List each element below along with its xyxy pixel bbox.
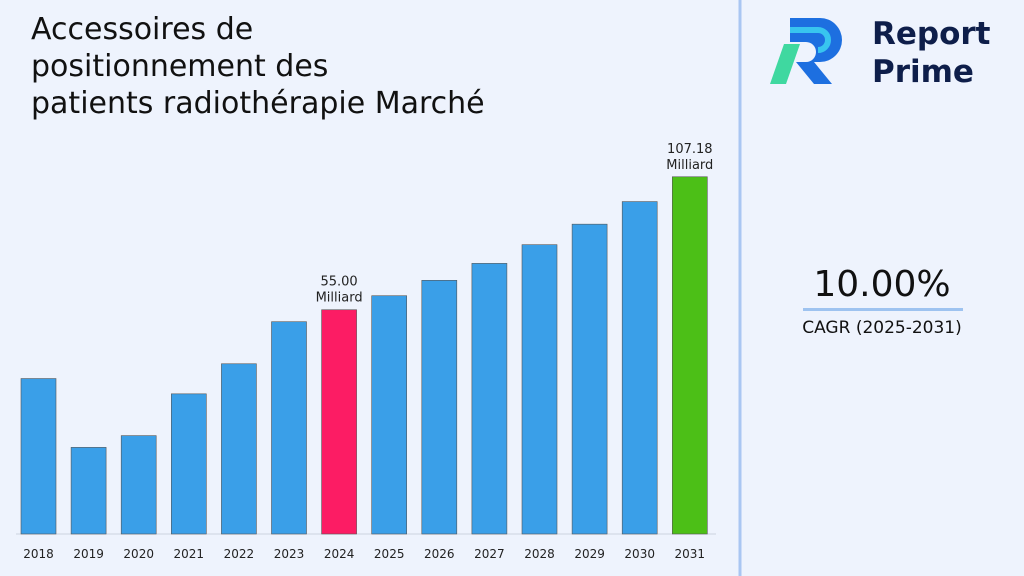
x-tick-label: 2031 bbox=[675, 547, 706, 561]
chart-title: Accessoires de bbox=[31, 12, 253, 47]
logo-text: Prime bbox=[872, 54, 974, 90]
x-tick-label: 2030 bbox=[624, 547, 655, 561]
value-label: Milliard bbox=[316, 291, 363, 306]
x-tick-label: 2027 bbox=[474, 547, 505, 561]
x-tick-label: 2028 bbox=[524, 547, 555, 561]
x-tick-label: 2021 bbox=[174, 547, 205, 561]
logo-text: Report bbox=[872, 16, 991, 52]
bar bbox=[20, 378, 57, 535]
bar bbox=[120, 435, 157, 535]
logo-icon bbox=[770, 18, 842, 84]
bar bbox=[521, 244, 558, 535]
x-tick-label: 2022 bbox=[224, 547, 255, 561]
x-tick-label: 2020 bbox=[123, 547, 154, 561]
cagr-value: 10.00% bbox=[813, 264, 950, 305]
x-tick-label: 2018 bbox=[23, 547, 54, 561]
value-label: 107.18 bbox=[667, 142, 713, 157]
x-tick-label: 2024 bbox=[324, 547, 355, 561]
x-tick-label: 2026 bbox=[424, 547, 455, 561]
bar bbox=[571, 223, 608, 535]
bar bbox=[671, 176, 708, 535]
cagr-underline bbox=[803, 308, 963, 311]
x-tick-label: 2029 bbox=[574, 547, 605, 561]
bar bbox=[221, 363, 257, 535]
chart-title: positionnement des bbox=[31, 49, 328, 84]
value-label: Milliard bbox=[666, 158, 713, 173]
chart-title: patients radiothérapie Marché bbox=[31, 86, 485, 121]
value-label: 55.00 bbox=[320, 275, 357, 290]
bar bbox=[70, 447, 107, 535]
bar bbox=[471, 263, 508, 535]
bar bbox=[321, 309, 357, 535]
x-tick-label: 2023 bbox=[274, 547, 305, 561]
bar bbox=[621, 201, 658, 535]
x-tick-label: 2019 bbox=[73, 547, 104, 561]
bar bbox=[371, 295, 408, 535]
x-tick-label: 2025 bbox=[374, 547, 405, 561]
bar bbox=[171, 393, 207, 535]
bar bbox=[271, 321, 307, 535]
cagr-label: CAGR (2025-2031) bbox=[802, 318, 962, 338]
bar bbox=[421, 280, 458, 535]
